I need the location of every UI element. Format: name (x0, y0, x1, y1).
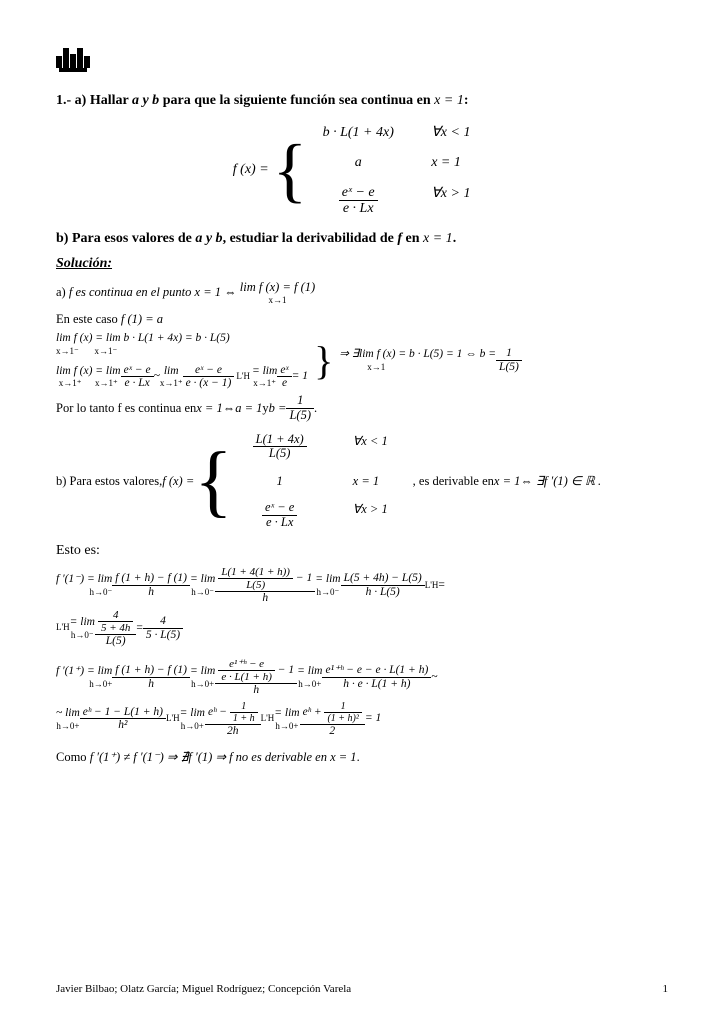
university-logo (56, 48, 668, 76)
piece2-cond: x = 1 (431, 154, 491, 172)
heading-mid: para que la siguiente función sea contin… (159, 93, 434, 108)
fprime-plus-line2: ~ limh→0+ eʰ − 1 − L(1 + h)h² L'H = limh… (56, 701, 668, 738)
continuity-line: a) f es continua en el punto x = 1 ⇔ lim… (56, 279, 668, 307)
esto-es: Esto es: (56, 542, 668, 560)
piece3-num: eˣ − e (339, 185, 378, 201)
limits-block: lim f (x) = lim b · L(1 + 4x) = b · L(5)… (56, 331, 668, 390)
part-b-en: en (402, 231, 423, 246)
solution-heading: Solución: (56, 255, 668, 273)
colon: : (464, 93, 469, 108)
part-b-mid: , estudiar la derivabilidad de (223, 231, 398, 246)
problem-part-b: b) Para esos valores de a y b, estudiar … (56, 230, 668, 248)
piece3-den: e · Lx (339, 201, 378, 216)
piece2-expr: a (313, 154, 403, 172)
piecewise-definition: f (x) = { b · L(1 + 4x) ∀x < 1 a x = 1 e… (56, 118, 668, 222)
vars-ab: a y b (132, 93, 159, 108)
footer-authors: Javier Bilbao; Olatz García; Miguel Rodr… (56, 982, 351, 996)
conclusion-line: Como f ′(1⁺) ≠ f ′(1⁻) ⇒ ∄f ′(1) ⇒ f no … (56, 749, 668, 765)
piece1-cond: ∀x < 1 (431, 124, 491, 142)
heading-prefix: 1.- a) Hallar (56, 93, 132, 108)
piece1-expr: b · L(1 + 4x) (313, 124, 403, 142)
page-footer: Javier Bilbao; Olatz García; Miguel Rodr… (56, 982, 668, 996)
part-b-ab: a y b (195, 231, 222, 246)
part-b-piecewise: b) Para estos valores, f (x) = { L(1 + 4… (56, 427, 668, 536)
part-b-period: . (453, 231, 457, 246)
footer-page: 1 (663, 982, 669, 996)
por-lo-tanto-line: Por lo tanto f es continua en x = 1 ⇔ a … (56, 394, 668, 423)
f1-eq-a-line: En este caso f (1) = a (56, 311, 668, 327)
fx-label: f (x) = (233, 161, 269, 179)
problem-part-a: 1.- a) Hallar a y b para que la siguient… (56, 92, 668, 110)
part-b-x1: x = 1 (423, 231, 453, 246)
fprime-minus-line: f ′(1⁻) = limh→0⁻ f (1 + h) − f (1)h = l… (56, 566, 668, 605)
piece3-cond: ∀x > 1 (431, 185, 491, 217)
fprime-plus-line: f ′(1⁺) = limh→0+ f (1 + h) − f (1)h = l… (56, 658, 668, 697)
fprime-minus-line2: L'H = limh→0⁻ 45 + 4h L(5) = 45 · L(5) (56, 609, 668, 648)
x-eq-1: x = 1 (434, 93, 464, 108)
part-b-prefix: b) Para esos valores de (56, 231, 195, 246)
